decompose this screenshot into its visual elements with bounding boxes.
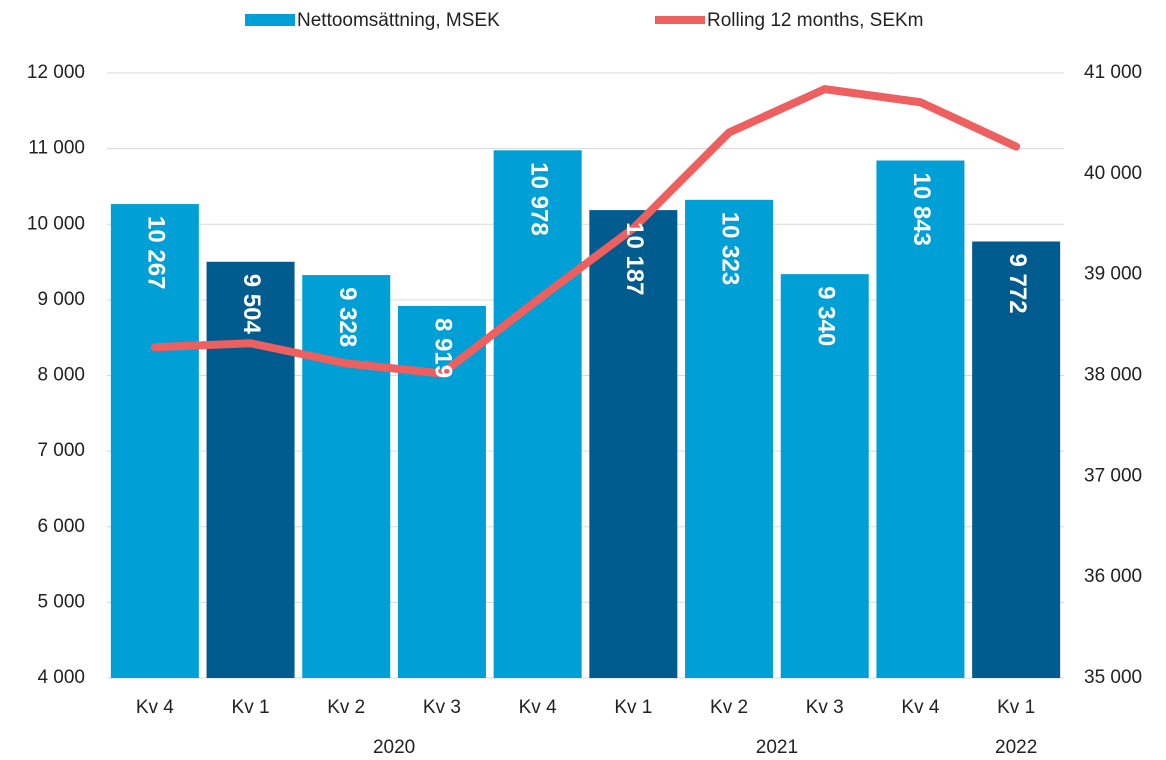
y-tick-label: 10 000 bbox=[27, 213, 85, 234]
value-label: 9 328 bbox=[334, 287, 361, 347]
y2-tick-label: 36 000 bbox=[1084, 566, 1142, 587]
x-tick-label: Kv 4 bbox=[519, 697, 557, 718]
line bbox=[150, 85, 1021, 378]
value-label: 10 978 bbox=[525, 162, 552, 235]
bar bbox=[972, 241, 1061, 678]
x-tick-label: Kv 4 bbox=[136, 697, 174, 718]
year-label: 2021 bbox=[756, 737, 798, 758]
x-tick-label: Kv 2 bbox=[710, 697, 748, 718]
bar bbox=[206, 261, 295, 678]
y-tick-label: 12 000 bbox=[27, 62, 85, 83]
x-tick-label: Kv 3 bbox=[806, 697, 844, 718]
year-label: 2022 bbox=[995, 737, 1037, 758]
value-label: 10 843 bbox=[908, 172, 935, 245]
x-tick-label: Kv 1 bbox=[997, 697, 1035, 718]
y2-tick-label: 39 000 bbox=[1084, 264, 1142, 285]
x-tick-label: Kv 1 bbox=[232, 697, 270, 718]
value-label: 10 323 bbox=[717, 212, 744, 285]
value-label: 8 919 bbox=[430, 318, 457, 378]
x-tick-label: Kv 3 bbox=[423, 697, 461, 718]
bar bbox=[493, 150, 582, 678]
y-tick-label: 7 000 bbox=[37, 440, 85, 461]
y2-tick-label: 37 000 bbox=[1084, 465, 1142, 486]
y-tick-label: 4 000 bbox=[37, 667, 85, 688]
y2-tick-label: 40 000 bbox=[1084, 163, 1142, 184]
bar bbox=[589, 210, 678, 678]
bar bbox=[780, 274, 869, 678]
bar bbox=[876, 160, 965, 679]
y-tick-label: 5 000 bbox=[37, 591, 85, 612]
y2-tick-label: 35 000 bbox=[1084, 667, 1142, 688]
legend-label: Nettoomsättning, MSEK bbox=[297, 10, 500, 31]
y2-tick-label: 38 000 bbox=[1084, 365, 1142, 386]
bar bbox=[685, 199, 774, 678]
value-label: 10 267 bbox=[143, 216, 170, 289]
value-label: 9 340 bbox=[812, 286, 839, 346]
x-tick-label: Kv 1 bbox=[614, 697, 652, 718]
bar bbox=[302, 275, 391, 678]
value-label: 10 187 bbox=[621, 222, 648, 295]
y-tick-label: 6 000 bbox=[37, 516, 85, 537]
year-label: 2020 bbox=[373, 737, 415, 758]
y2-tick-label: 41 000 bbox=[1084, 62, 1142, 83]
bar bbox=[110, 204, 199, 679]
y-tick-label: 8 000 bbox=[37, 365, 85, 386]
legend-swatch bbox=[245, 14, 295, 26]
value-label: 9 772 bbox=[1004, 253, 1031, 313]
legend-label: Rolling 12 months, SEKm bbox=[707, 10, 924, 31]
x-tick-label: Kv 4 bbox=[901, 697, 939, 718]
y-tick-label: 9 000 bbox=[37, 289, 85, 310]
value-label: 9 504 bbox=[238, 274, 265, 335]
x-tick-label: Kv 2 bbox=[327, 697, 365, 718]
y-tick-label: 11 000 bbox=[28, 138, 85, 159]
